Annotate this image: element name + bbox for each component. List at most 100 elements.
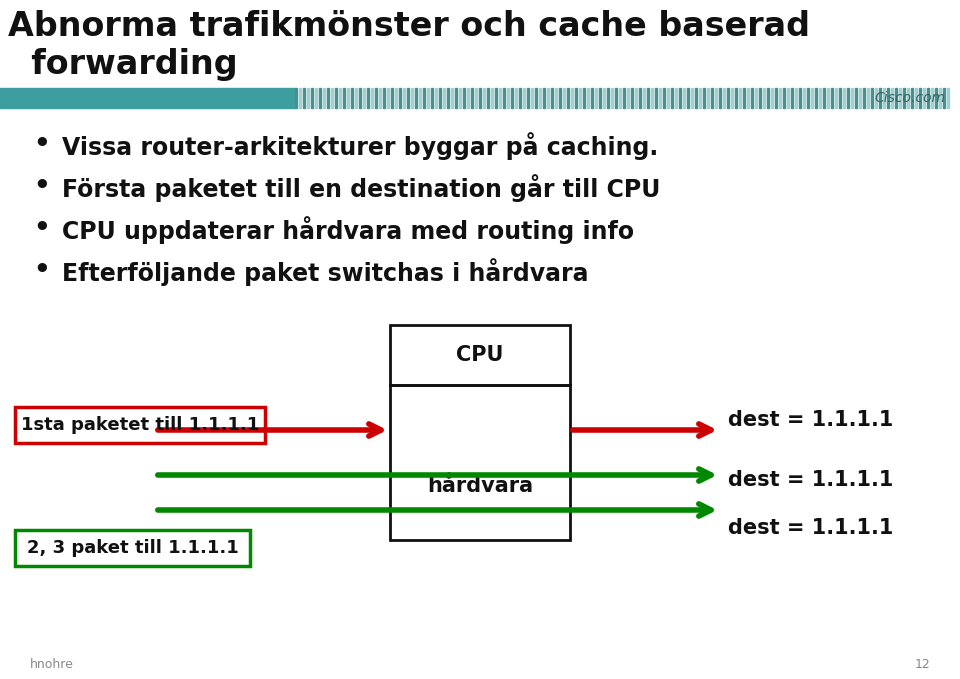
- Bar: [307, 88, 309, 108]
- Bar: [335, 88, 337, 108]
- Text: Abnorma trafikmönster och cache baserad: Abnorma trafikmönster och cache baserad: [8, 10, 810, 43]
- Bar: [299, 88, 301, 108]
- Bar: [911, 88, 913, 108]
- Bar: [787, 88, 789, 108]
- Bar: [859, 88, 861, 108]
- Bar: [651, 88, 653, 108]
- Bar: [691, 88, 693, 108]
- Bar: [771, 88, 773, 108]
- Bar: [323, 88, 325, 108]
- Bar: [863, 88, 865, 108]
- Bar: [603, 88, 605, 108]
- Bar: [403, 88, 405, 108]
- Bar: [851, 88, 853, 108]
- Bar: [523, 88, 525, 108]
- Bar: [407, 88, 409, 108]
- Bar: [783, 88, 785, 108]
- Text: Första paketet till en destination går till CPU: Första paketet till en destination går t…: [62, 174, 660, 202]
- Bar: [315, 88, 317, 108]
- Text: CPU: CPU: [456, 345, 504, 365]
- Bar: [899, 88, 901, 108]
- Bar: [355, 88, 357, 108]
- Bar: [759, 88, 761, 108]
- Text: 12: 12: [914, 659, 930, 672]
- Bar: [631, 88, 633, 108]
- Bar: [895, 88, 897, 108]
- Bar: [563, 88, 565, 108]
- Bar: [487, 88, 489, 108]
- Bar: [707, 88, 709, 108]
- Bar: [495, 88, 497, 108]
- Bar: [511, 88, 513, 108]
- Bar: [607, 88, 609, 108]
- Bar: [915, 88, 917, 108]
- Bar: [390, 325, 570, 385]
- Bar: [559, 88, 561, 108]
- Bar: [627, 88, 629, 108]
- Bar: [723, 88, 725, 108]
- Bar: [351, 88, 353, 108]
- Bar: [679, 88, 681, 108]
- Bar: [15, 530, 250, 566]
- Bar: [947, 88, 949, 108]
- Bar: [931, 88, 933, 108]
- Bar: [799, 88, 801, 108]
- Bar: [807, 88, 809, 108]
- Bar: [927, 88, 929, 108]
- Bar: [943, 88, 945, 108]
- Text: Cisco.com: Cisco.com: [874, 91, 945, 105]
- Bar: [795, 88, 797, 108]
- Bar: [447, 88, 449, 108]
- Text: hnohre: hnohre: [30, 659, 74, 672]
- Bar: [503, 88, 505, 108]
- Bar: [747, 88, 749, 108]
- Bar: [419, 88, 421, 108]
- Bar: [451, 88, 453, 108]
- Bar: [667, 88, 669, 108]
- Bar: [703, 88, 705, 108]
- Bar: [499, 88, 501, 108]
- Bar: [739, 88, 741, 108]
- Bar: [655, 88, 657, 108]
- Bar: [539, 88, 541, 108]
- Bar: [411, 88, 413, 108]
- Bar: [855, 88, 857, 108]
- Bar: [443, 88, 445, 108]
- Bar: [15, 407, 265, 443]
- Bar: [675, 88, 677, 108]
- Bar: [735, 88, 737, 108]
- Bar: [395, 88, 397, 108]
- Bar: [579, 88, 581, 108]
- Bar: [827, 88, 829, 108]
- Bar: [295, 88, 297, 108]
- Bar: [639, 88, 641, 108]
- Bar: [939, 88, 941, 108]
- Bar: [371, 88, 373, 108]
- Bar: [891, 88, 893, 108]
- Text: dest = 1.1.1.1: dest = 1.1.1.1: [728, 410, 894, 430]
- Text: •: •: [34, 132, 50, 158]
- Bar: [819, 88, 821, 108]
- Bar: [687, 88, 689, 108]
- Bar: [683, 88, 685, 108]
- Bar: [515, 88, 517, 108]
- Bar: [463, 88, 465, 108]
- Bar: [847, 88, 849, 108]
- Bar: [331, 88, 333, 108]
- Bar: [435, 88, 437, 108]
- Bar: [479, 88, 481, 108]
- Bar: [903, 88, 905, 108]
- Bar: [467, 88, 469, 108]
- Text: dest = 1.1.1.1: dest = 1.1.1.1: [728, 470, 894, 490]
- Bar: [887, 88, 889, 108]
- Bar: [591, 88, 593, 108]
- Bar: [791, 88, 793, 108]
- Bar: [599, 88, 601, 108]
- Bar: [587, 88, 589, 108]
- Bar: [551, 88, 553, 108]
- Bar: [431, 88, 433, 108]
- Bar: [671, 88, 673, 108]
- Bar: [379, 88, 381, 108]
- Bar: [815, 88, 817, 108]
- Bar: [483, 88, 485, 108]
